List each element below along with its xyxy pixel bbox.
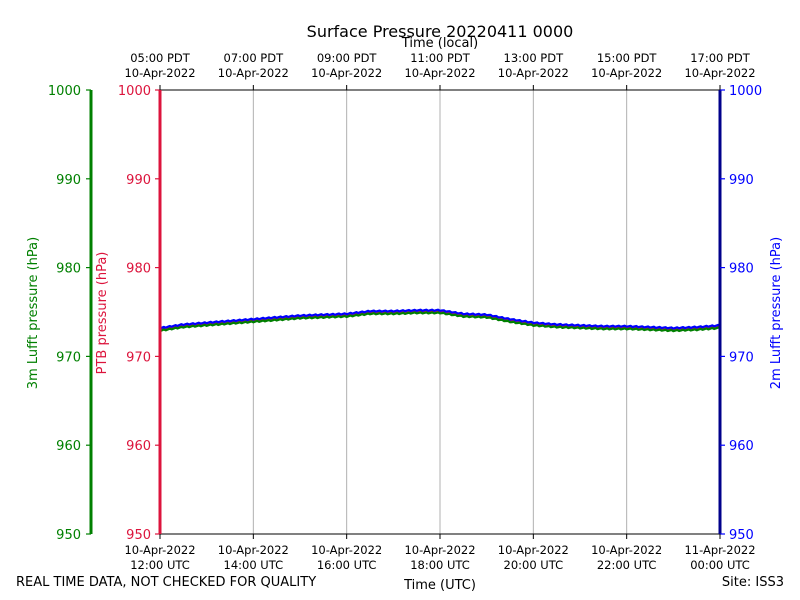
lufft2m-ytick-label: 950 [729, 528, 754, 543]
lufft2m-ytick-label: 970 [729, 350, 754, 365]
ptb-axis-title: PTB pressure (hPa) [95, 252, 110, 375]
utc-xtick-time-label: 16:00 UTC [317, 558, 377, 572]
lufft2m-ytick-label: 980 [729, 262, 754, 277]
utc-xtick-time-label: 18:00 UTC [410, 558, 470, 572]
ptb-ytick-label: 950 [126, 528, 151, 543]
local-xtick-time-label: 17:00 PDT [690, 51, 751, 65]
series-lines [159, 308, 721, 333]
local-xtick-date-label: 10-Apr-2022 [591, 66, 662, 80]
lufft3m-ytick-label: 970 [56, 350, 81, 365]
local-xtick-date-label: 10-Apr-2022 [218, 66, 289, 80]
local-xtick-time-label: 09:00 PDT [317, 51, 378, 65]
local-xtick-time-label: 13:00 PDT [504, 51, 565, 65]
utc-xtick-time-label: 14:00 UTC [224, 558, 284, 572]
utc-xtick-date-label: 10-Apr-2022 [218, 543, 289, 557]
series-3m-lufft-pressure [159, 311, 721, 333]
site-label: Site: ISS3 [721, 575, 784, 590]
local-xtick-date-label: 10-Apr-2022 [498, 66, 569, 80]
utc-xtick-time-label: 12:00 UTC [130, 558, 190, 572]
ptb-ytick-label: 1000 [118, 84, 151, 99]
utc-xtick-date-label: 11-Apr-2022 [684, 543, 755, 557]
local-xtick-time-label: 15:00 PDT [597, 51, 658, 65]
utc-xtick-date-label: 10-Apr-2022 [404, 543, 475, 557]
ptb-ytick-label: 990 [126, 173, 151, 188]
utc-xtick-date-label: 10-Apr-2022 [311, 543, 382, 557]
quality-note: REAL TIME DATA, NOT CHECKED FOR QUALITY [16, 575, 317, 590]
ptb-ytick-label: 960 [126, 439, 151, 454]
lufft3m-ytick-label: 980 [56, 262, 81, 277]
lufft3m-ytick-label: 950 [56, 528, 81, 543]
local-xtick-date-label: 10-Apr-2022 [404, 66, 475, 80]
series-2m-lufft-pressure [159, 308, 721, 330]
lufft3m-ytick-label: 1000 [48, 84, 81, 99]
ptb-ytick-label: 980 [126, 262, 151, 277]
local-xtick-date-label: 10-Apr-2022 [124, 66, 195, 80]
ptb-ytick-label: 970 [126, 350, 151, 365]
lufft2m-ytick-label: 1000 [729, 84, 762, 99]
top-axis-label: Time (local) [401, 36, 478, 51]
utc-xtick-time-label: 22:00 UTC [597, 558, 657, 572]
lufft2m-axis-title: 2m Lufft pressure (hPa) [769, 237, 784, 389]
utc-xtick-date-label: 10-Apr-2022 [591, 543, 662, 557]
utc-xtick-date-label: 10-Apr-2022 [498, 543, 569, 557]
lufft2m-ytick-label: 990 [729, 173, 754, 188]
local-xtick-date-label: 10-Apr-2022 [684, 66, 755, 80]
utc-xtick-time-label: 20:00 UTC [504, 558, 564, 572]
bottom-axis-label: Time (UTC) [403, 578, 476, 593]
utc-xtick-date-label: 10-Apr-2022 [124, 543, 195, 557]
local-xtick-time-label: 11:00 PDT [410, 51, 471, 65]
lufft3m-axis-title: 3m Lufft pressure (hPa) [26, 237, 41, 389]
local-xtick-time-label: 07:00 PDT [224, 51, 285, 65]
lufft3m-ytick-label: 990 [56, 173, 81, 188]
lufft3m-ytick-label: 960 [56, 439, 81, 454]
local-xtick-time-label: 05:00 PDT [130, 51, 191, 65]
chart-title: Surface Pressure 20220411 0000 [307, 22, 574, 41]
local-xtick-date-label: 10-Apr-2022 [311, 66, 382, 80]
lufft2m-ytick-label: 960 [729, 439, 754, 454]
utc-xtick-time-label: 00:00 UTC [690, 558, 750, 572]
axes: 950 950 950 960 960 960 970 970 970 980 980 980 990 9… [26, 51, 784, 572]
